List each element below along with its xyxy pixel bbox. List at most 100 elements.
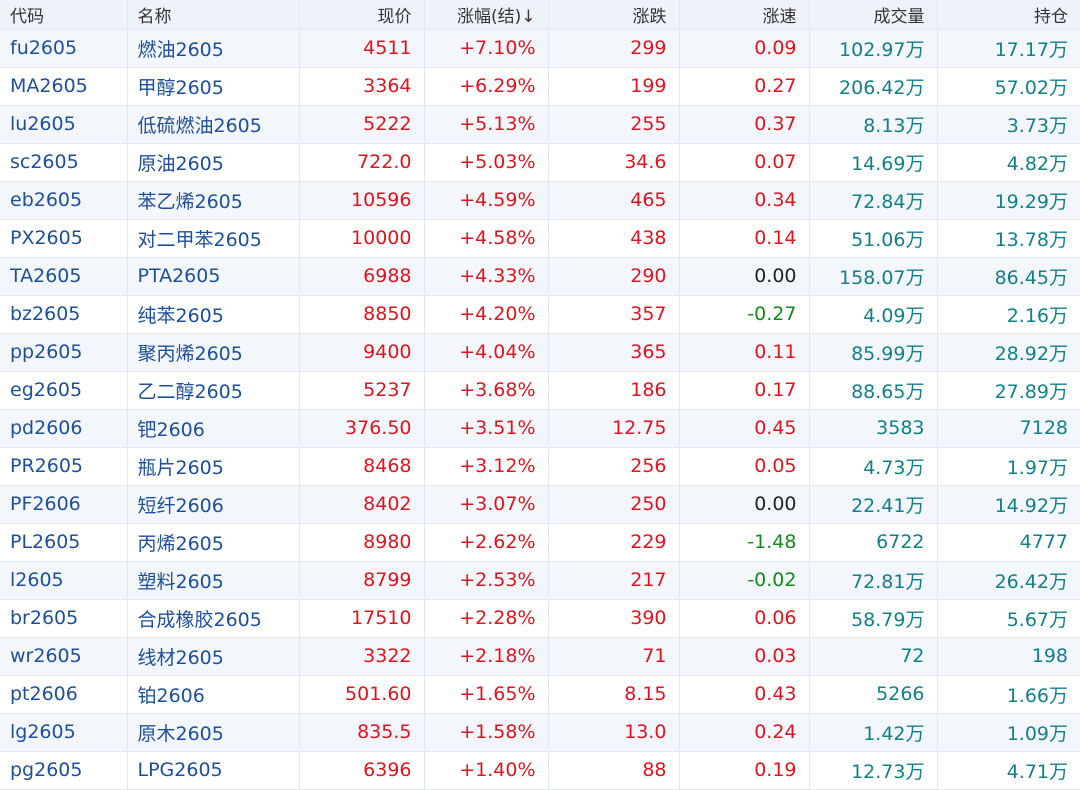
- cell-change-pct: +4.20%: [424, 295, 549, 334]
- column-header-speed[interactable]: 涨速: [679, 0, 810, 30]
- table-row[interactable]: PR2605 瓶片2605 8468 +3.12% 256 0.05 4.73万 1.97万: [0, 447, 1080, 486]
- cell-code: pt2606: [0, 675, 128, 714]
- cell-change-pct: +4.58%: [424, 219, 549, 258]
- table-row[interactable]: wr2605 线材2605 3322 +2.18% 71 0.03 72 198: [0, 637, 1080, 676]
- cell-volume: 72.84万: [809, 181, 938, 220]
- cell-open-interest: 17.17万: [937, 29, 1080, 68]
- table-row[interactable]: eb2605 苯乙烯2605 10596 +4.59% 465 0.34 72.84万 19.…: [0, 181, 1080, 220]
- cell-price: 8850: [299, 295, 425, 334]
- cell-name: 甲醇2605: [127, 67, 300, 106]
- cell-open-interest: 5.67万: [937, 599, 1080, 638]
- column-header-change-pct-sorted[interactable]: 涨幅(结)↓: [424, 0, 549, 30]
- cell-volume: 158.07万: [809, 257, 938, 296]
- cell-code: lu2605: [0, 105, 128, 144]
- cell-name: 钯2606: [127, 409, 300, 448]
- column-header-volume[interactable]: 成交量: [809, 0, 938, 30]
- cell-code: l2605: [0, 561, 128, 600]
- cell-speed: 0.37: [679, 105, 810, 144]
- table-row[interactable]: MA2605 甲醇2605 3364 +6.29% 199 0.27 206.42万 57.0…: [0, 67, 1080, 106]
- cell-price: 10596: [299, 181, 425, 220]
- cell-price: 501.60: [299, 675, 425, 714]
- cell-open-interest: 7128: [937, 409, 1080, 448]
- cell-open-interest: 4.82万: [937, 143, 1080, 182]
- cell-change-pct: +2.62%: [424, 523, 549, 562]
- cell-code: eg2605: [0, 371, 128, 410]
- cell-change: 255: [548, 105, 680, 144]
- cell-price: 5222: [299, 105, 425, 144]
- table-row[interactable]: PX2605 对二甲苯2605 10000 +4.58% 438 0.14 51.06万 13…: [0, 219, 1080, 258]
- column-header-name[interactable]: 名称: [127, 0, 300, 30]
- cell-price: 9400: [299, 333, 425, 372]
- cell-volume: 58.79万: [809, 599, 938, 638]
- column-header-price[interactable]: 现价: [299, 0, 425, 30]
- cell-change: 13.0: [548, 713, 680, 752]
- cell-change-pct: +7.10%: [424, 29, 549, 68]
- cell-price: 3322: [299, 637, 425, 676]
- cell-name: 塑料2605: [127, 561, 300, 600]
- column-header-change[interactable]: 涨跌: [548, 0, 680, 30]
- cell-open-interest: 19.29万: [937, 181, 1080, 220]
- table-row[interactable]: sc2605 原油2605 722.0 +5.03% 34.6 0.07 14.69万 4.8…: [0, 143, 1080, 182]
- table-row[interactable]: fu2605 燃油2605 4511 +7.10% 299 0.09 102.97万 17.1…: [0, 29, 1080, 68]
- cell-change: 71: [548, 637, 680, 676]
- cell-open-interest: 28.92万: [937, 333, 1080, 372]
- table-row[interactable]: PL2605 丙烯2605 8980 +2.62% 229 -1.48 6722 4777: [0, 523, 1080, 562]
- header-row: 代码 名称 现价 涨幅(结)↓ 涨跌 涨速 成交量 持仓: [0, 0, 1080, 30]
- table-row[interactable]: bz2605 纯苯2605 8850 +4.20% 357 -0.27 4.09万 2.16万: [0, 295, 1080, 334]
- cell-open-interest: 1.97万: [937, 447, 1080, 486]
- cell-change-pct: +1.40%: [424, 751, 549, 790]
- column-header-code[interactable]: 代码: [0, 0, 128, 30]
- cell-price: 6396: [299, 751, 425, 790]
- cell-code: eb2605: [0, 181, 128, 220]
- cell-speed: 0.00: [679, 257, 810, 296]
- cell-volume: 88.65万: [809, 371, 938, 410]
- cell-price: 8980: [299, 523, 425, 562]
- table-header: 代码 名称 现价 涨幅(结)↓ 涨跌 涨速 成交量 持仓: [0, 0, 1080, 30]
- table-row[interactable]: eg2605 乙二醇2605 5237 +3.68% 186 0.17 88.65万 27.8…: [0, 371, 1080, 410]
- cell-change: 12.75: [548, 409, 680, 448]
- cell-open-interest: 13.78万: [937, 219, 1080, 258]
- cell-change-pct: +4.33%: [424, 257, 549, 296]
- cell-speed: 0.17: [679, 371, 810, 410]
- cell-code: pp2605: [0, 333, 128, 372]
- cell-volume: 5266: [809, 675, 938, 714]
- cell-change: 357: [548, 295, 680, 334]
- cell-speed: 0.27: [679, 67, 810, 106]
- column-header-open-interest[interactable]: 持仓: [937, 0, 1080, 30]
- cell-open-interest: 1.66万: [937, 675, 1080, 714]
- table-row[interactable]: PF2606 短纤2606 8402 +3.07% 250 0.00 22.41万 14.92…: [0, 485, 1080, 524]
- table-row[interactable]: lu2605 低硫燃油2605 5222 +5.13% 255 0.37 8.13万 3.73…: [0, 105, 1080, 144]
- cell-speed: 0.00: [679, 485, 810, 524]
- cell-code: MA2605: [0, 67, 128, 106]
- cell-volume: 85.99万: [809, 333, 938, 372]
- cell-name: LPG2605: [127, 751, 300, 790]
- table-row[interactable]: pp2605 聚丙烯2605 9400 +4.04% 365 0.11 85.99万 28.9…: [0, 333, 1080, 372]
- cell-change: 186: [548, 371, 680, 410]
- cell-volume: 6722: [809, 523, 938, 562]
- cell-change-pct: +3.12%: [424, 447, 549, 486]
- cell-price: 5237: [299, 371, 425, 410]
- cell-speed: 0.06: [679, 599, 810, 638]
- table-row[interactable]: pt2606 铂2606 501.60 +1.65% 8.15 0.43 5266 1.66万: [0, 675, 1080, 714]
- cell-change: 34.6: [548, 143, 680, 182]
- cell-name: 乙二醇2605: [127, 371, 300, 410]
- cell-price: 3364: [299, 67, 425, 106]
- cell-open-interest: 86.45万: [937, 257, 1080, 296]
- table-row[interactable]: pg2605 LPG2605 6396 +1.40% 88 0.19 12.73万 4.71万: [0, 751, 1080, 790]
- cell-code: br2605: [0, 599, 128, 638]
- cell-volume: 14.69万: [809, 143, 938, 182]
- table-row[interactable]: pd2606 钯2606 376.50 +3.51% 12.75 0.45 3583 7128: [0, 409, 1080, 448]
- table-row[interactable]: l2605 塑料2605 8799 +2.53% 217 -0.02 72.81万 26.42…: [0, 561, 1080, 600]
- cell-speed: 0.05: [679, 447, 810, 486]
- table-row[interactable]: TA2605 PTA2605 6988 +4.33% 290 0.00 158.07万 86.…: [0, 257, 1080, 296]
- cell-volume: 72.81万: [809, 561, 938, 600]
- cell-code: bz2605: [0, 295, 128, 334]
- cell-name: 燃油2605: [127, 29, 300, 68]
- cell-code: pg2605: [0, 751, 128, 790]
- table-row[interactable]: lg2605 原木2605 835.5 +1.58% 13.0 0.24 1.42万 1.09…: [0, 713, 1080, 752]
- cell-name: 苯乙烯2605: [127, 181, 300, 220]
- table-row[interactable]: br2605 合成橡胶2605 17510 +2.28% 390 0.06 58.79万 5.…: [0, 599, 1080, 638]
- cell-volume: 4.09万: [809, 295, 938, 334]
- cell-name: 纯苯2605: [127, 295, 300, 334]
- cell-speed: 0.03: [679, 637, 810, 676]
